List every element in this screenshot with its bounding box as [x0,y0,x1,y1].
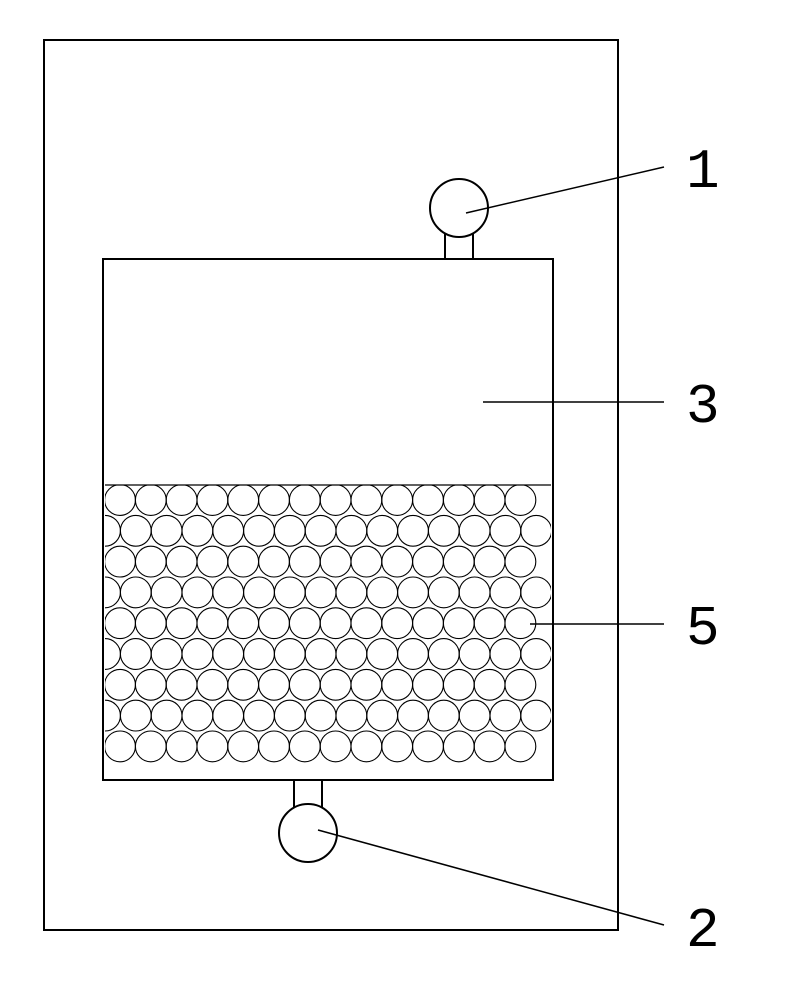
label-3: 3 [686,375,720,439]
label-5: 5 [686,597,720,661]
label-2: 2 [686,899,720,963]
top-port-circle [430,179,488,237]
label-1: 1 [686,140,720,204]
